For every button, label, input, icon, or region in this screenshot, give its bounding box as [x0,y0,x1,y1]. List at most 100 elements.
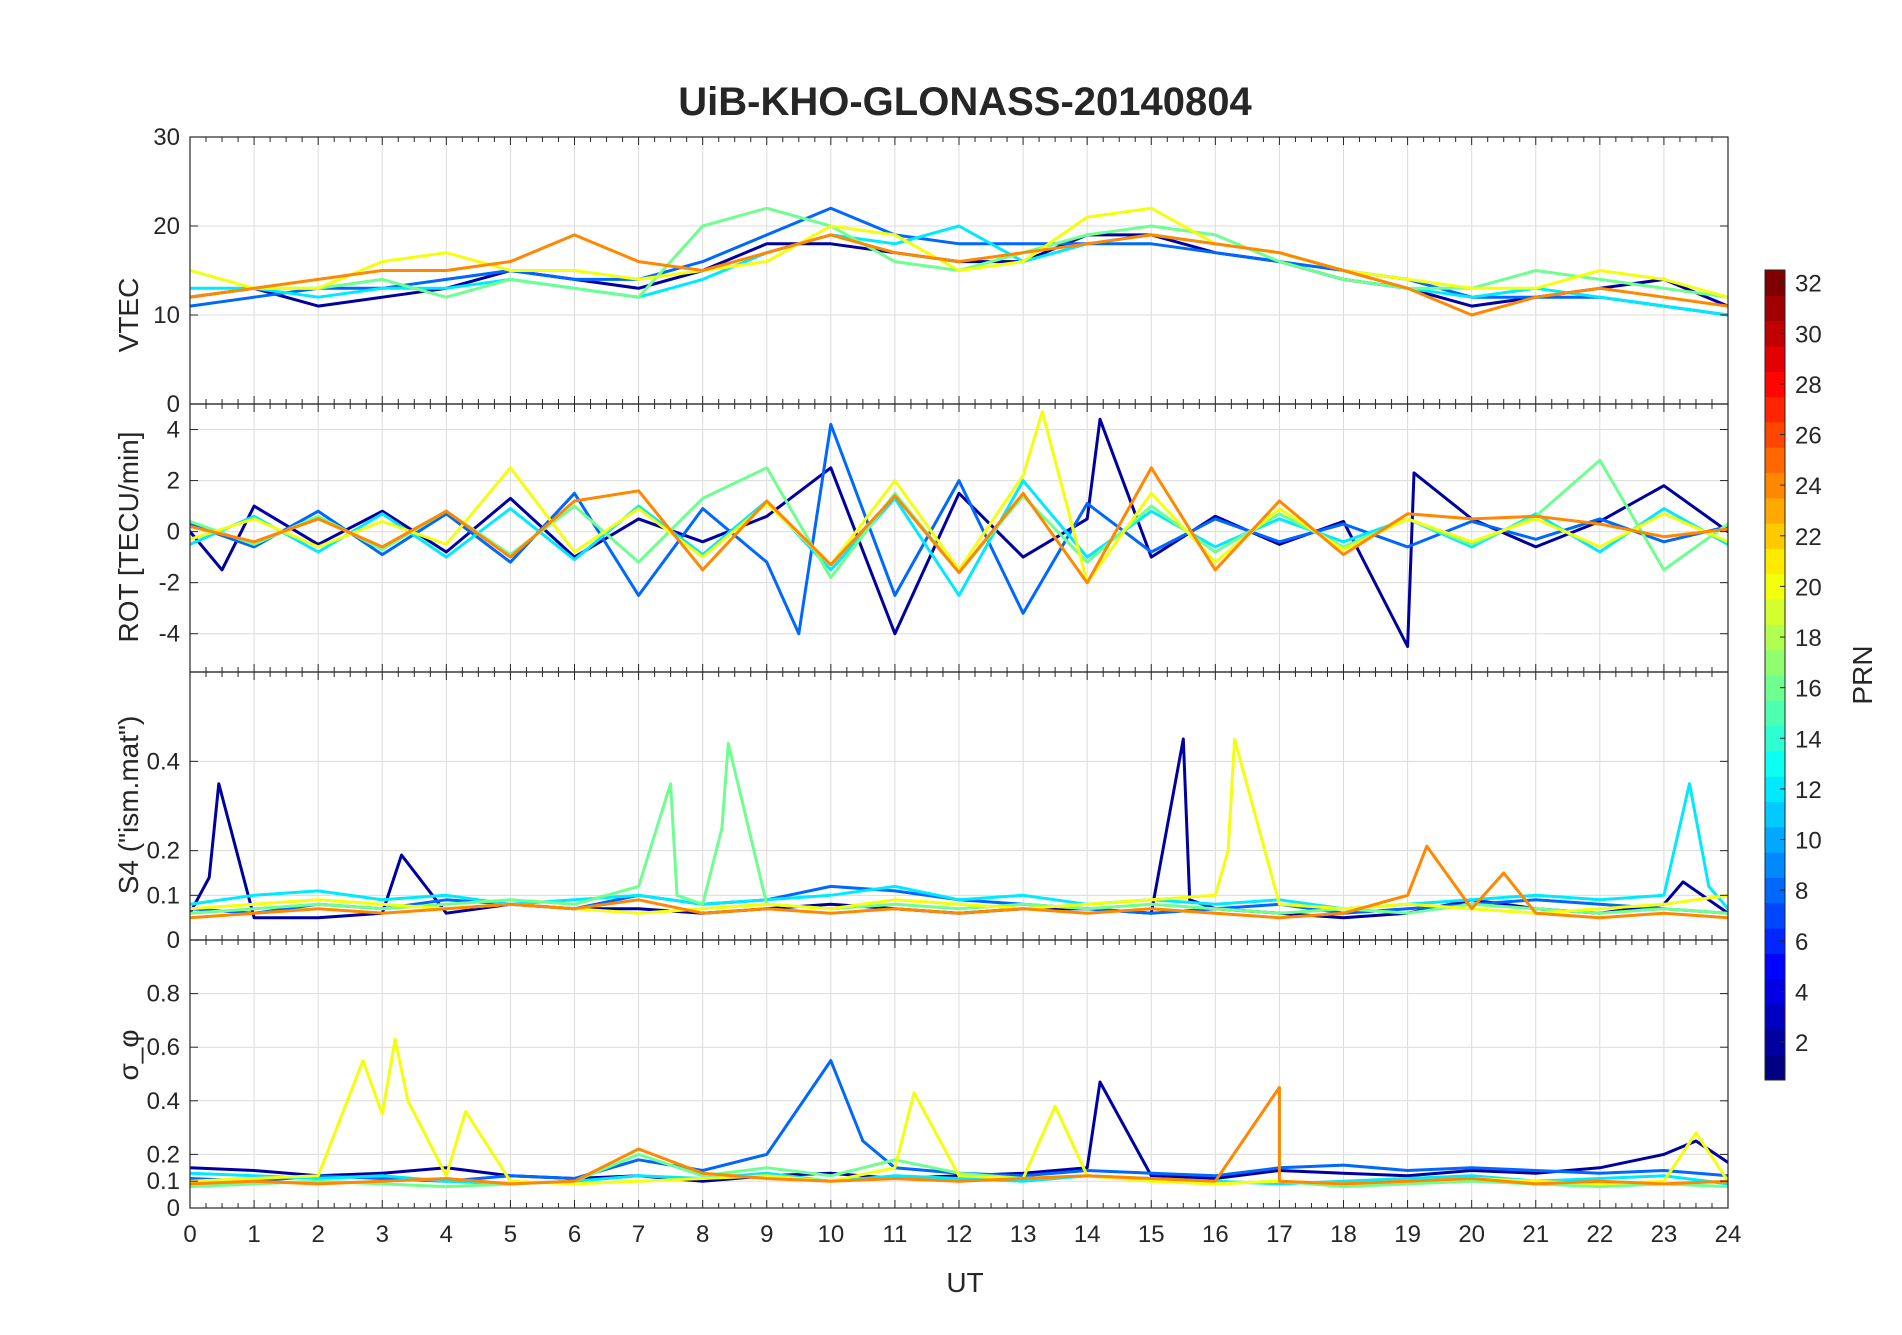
colorbar-segment [1765,447,1785,473]
colorbar-tick-label: 6 [1795,929,1808,956]
colorbar-segment [1765,902,1785,929]
colorbar-segment [1765,675,1785,701]
colorbar-segment [1765,320,1785,347]
x-tick-label: 0 [183,1221,196,1248]
x-tick-label: 13 [1010,1221,1037,1248]
y-tick-label: 0.4 [147,1088,180,1115]
series-line-prn-2 [190,1080,1728,1183]
colorbar-tick-label: 30 [1795,321,1822,348]
panel-vtec: 0 10 20 30 VTEC [113,124,1729,418]
y-axis-label-vtec: VTEC [113,278,144,353]
x-tick-label: 8 [696,1221,709,1248]
colorbar-segment [1765,497,1785,524]
panel-sigma-phi: 00.10.2 0.4 0.6 0.8σ_φ [113,939,1729,1222]
y-tick-label: 20 [153,213,180,240]
y-tick-label: 30 [153,124,180,151]
x-tick-label: 2 [311,1221,324,1248]
colorbar-frame [1764,269,1786,1081]
colorbar-tick-label: 8 [1795,878,1808,905]
y-tick-label: 4 [167,417,180,444]
panel-rot: -4 -2 0 2 4 ROT [TECU/min] [113,403,1729,673]
colorbar-segment [1765,852,1785,878]
colorbar-segment [1765,953,1785,980]
colorbar-segment [1765,396,1785,423]
colorbar-tick-label: 4 [1795,979,1808,1006]
y-tick-label: -2 [159,570,180,597]
series-line-prn-12 [190,224,1728,317]
colorbar-segment [1765,371,1785,398]
y-tick-label: 0 [167,927,180,954]
series-line-prn-24 [190,844,1728,920]
colorbar-segment [1765,877,1785,904]
x-tick-label: 12 [946,1221,973,1248]
colorbar-tick-label: 32 [1795,271,1822,298]
x-tick-label: 11 [882,1221,907,1248]
chart-title: UiB-KHO-GLONASS-20140804 [678,80,1252,124]
series-line-prn-12 [190,782,1728,911]
y-tick-label: 2 [167,468,180,495]
colorbar-segment [1765,1054,1785,1081]
series-line-prn-8 [190,422,1728,636]
x-tick-label: 6 [568,1221,581,1248]
x-tick-label: 19 [1394,1221,1421,1248]
x-tick-label: 3 [376,1221,389,1248]
colorbar-tick-label: 12 [1795,777,1822,804]
series-line-prn-12 [190,1171,1728,1186]
colorbar-segment [1765,1029,1785,1056]
colorbar-segment [1765,776,1785,803]
series-group [190,206,1728,317]
colorbar-tick-label: 14 [1795,726,1822,753]
series-line-prn-24 [190,1085,1728,1186]
x-tick-label: 5 [504,1221,517,1248]
series-group [190,1037,1728,1189]
series-group [190,410,1728,648]
series-line-prn-24 [190,233,1728,317]
colorbar-tick-label: 26 [1795,423,1822,450]
colorbar-segment [1765,548,1785,575]
panel-s4: 0 0.1 0.2 0.4S4 ("ism.mat") [113,671,1729,954]
x-tick-label: 17 [1266,1221,1293,1248]
colorbar-segment [1765,725,1785,752]
y-axis-label-rot: ROT [TECU/min] [113,431,144,642]
y-tick-label: 0 [167,1195,180,1222]
x-tick-label: 16 [1202,1221,1229,1248]
y-tick-label: 0 [167,519,180,546]
y-tick-label: 0 [167,391,180,418]
y-tick-label: 0.4 [147,748,180,775]
x-tick-label: 4 [440,1221,453,1248]
colorbar-tick-label: 10 [1795,828,1822,855]
series-line-prn-24 [190,466,1728,585]
y-tick-label: 0.2 [147,838,180,865]
colorbar-tick-label: 28 [1795,372,1822,399]
x-tick-label: 9 [760,1221,773,1248]
y-tick-label: 10 [153,302,180,329]
colorbar-label: PRN [1847,645,1878,704]
x-tick-label: 10 [817,1221,844,1248]
y-axis-label-s4: S4 ("ism.mat") [113,716,144,895]
colorbar-segment [1765,270,1785,296]
colorbar-segment [1765,599,1785,625]
x-tick-label: 14 [1074,1221,1101,1248]
colorbar-tick-label: 22 [1795,524,1822,551]
x-tick-label: 22 [1586,1221,1613,1248]
colorbar-tick-label: 20 [1795,574,1822,601]
colorbar-tick-label: 18 [1795,625,1822,652]
colorbar-segment [1765,826,1785,853]
x-tick-label: 18 [1330,1221,1357,1248]
colorbar-segment [1765,649,1785,676]
colorbar-tick-label: 16 [1795,676,1822,703]
x-tick-label: 15 [1138,1221,1165,1248]
colorbar-segment [1765,801,1785,828]
y-tick-label: 0.2 [147,1141,180,1168]
colorbar-segment [1765,421,1785,448]
y-tick-label: 0.8 [147,981,180,1008]
colorbar-segment [1765,345,1785,372]
series-group [190,737,1728,920]
x-tick-label: 24 [1715,1221,1742,1248]
colorbar-segment [1765,295,1785,322]
colorbar-tick-label: 24 [1795,473,1822,500]
